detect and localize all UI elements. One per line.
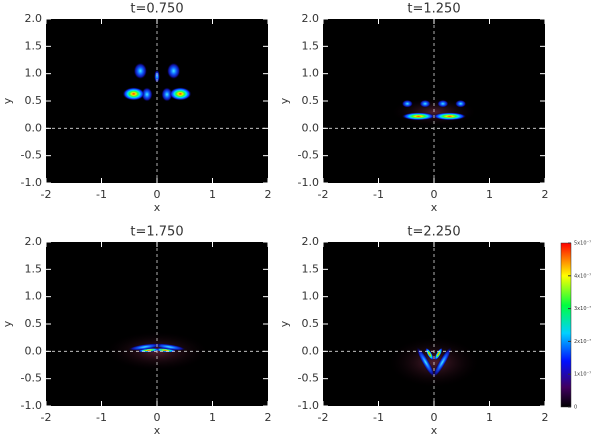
x-tick-label: -1 <box>96 411 107 424</box>
x-axis-label: x <box>154 424 161 437</box>
y-tick-label: 1.0 <box>302 290 320 303</box>
intensity-blob <box>419 99 431 108</box>
y-tick-label: 0.0 <box>25 121 43 134</box>
intensity-blob <box>432 112 467 121</box>
x-tick-label: -1 <box>96 188 107 201</box>
colorbar-tick-label: 1x10⁻⁷ <box>574 372 591 378</box>
panel-title: t=0.750 <box>130 2 183 17</box>
plot-area <box>46 19 268 183</box>
y-tick-label: 1.0 <box>25 67 43 80</box>
intensity-blob <box>122 87 145 101</box>
intensity-blob <box>437 99 449 108</box>
y-tick-label: -1.0 <box>298 176 319 189</box>
y-tick-label: 1.0 <box>302 67 320 80</box>
y-tick-label: 0.0 <box>25 344 43 357</box>
y-tick-label: 2.0 <box>25 12 43 25</box>
panel: -2 -1 0 1 2 -1.0 -0.5 0.0 0.5 1.0 1.5 2.0 t=2.250 x y <box>278 225 549 438</box>
y-axis-label: y <box>278 320 291 327</box>
y-axis-label: y <box>1 97 14 104</box>
x-tick-label: 0 <box>154 188 161 201</box>
y-tick-label: 1.5 <box>302 39 320 52</box>
heatmap <box>392 98 476 126</box>
intensity-blob <box>169 87 192 101</box>
y-tick-label: 2.0 <box>25 235 43 248</box>
y-tick-label: 1.0 <box>25 290 43 303</box>
x-tick-label: -2 <box>318 411 329 424</box>
y-tick-label: -1.0 <box>298 399 319 412</box>
x-tick-label: 2 <box>265 188 272 201</box>
y-axis-label: y <box>278 97 291 104</box>
x-tick-label: -1 <box>373 411 384 424</box>
panel-title: t=1.750 <box>130 225 183 240</box>
y-tick-label: 0.5 <box>25 317 43 330</box>
y-tick-label: 2.0 <box>302 235 320 248</box>
colorbar <box>560 242 572 408</box>
colorbar-tick-label: 0 <box>574 405 577 411</box>
y-tick-label: 0.0 <box>302 344 320 357</box>
x-axis-label: x <box>431 201 438 214</box>
x-tick-label: 1 <box>209 411 216 424</box>
x-tick-label: -2 <box>318 188 329 201</box>
y-tick-label: 1.5 <box>25 262 43 275</box>
y-tick-label: -0.5 <box>21 372 42 385</box>
x-tick-label: 2 <box>265 411 272 424</box>
colorbar-tick-label: 4x10⁻⁷ <box>574 273 591 279</box>
y-tick-label: 1.5 <box>25 39 43 52</box>
intensity-blob <box>433 347 452 378</box>
intensity-blob <box>133 62 148 80</box>
intensity-blob <box>128 343 162 351</box>
colorbar-tick-label: 3x10⁻⁷ <box>574 306 591 312</box>
intensity-blob <box>161 87 173 102</box>
x-tick-label: 2 <box>542 188 549 201</box>
panel: -2 -1 0 1 2 -1.0 -0.5 0.0 0.5 1.0 1.5 2.0 t=1.750 x y <box>1 225 272 438</box>
y-tick-label: 1.5 <box>302 262 320 275</box>
y-tick-label: 0.5 <box>25 94 43 107</box>
x-tick-label: -1 <box>373 188 384 201</box>
colorbar-tick-label: 2x10⁻⁷ <box>574 339 591 345</box>
intensity-blob <box>416 347 435 378</box>
intensity-blob <box>166 62 181 80</box>
x-tick-label: 0 <box>431 188 438 201</box>
y-tick-label: -1.0 <box>21 176 42 189</box>
y-tick-label: 0.0 <box>302 121 320 134</box>
x-tick-label: -2 <box>41 188 52 201</box>
panel-title: t=2.250 <box>407 225 460 240</box>
x-axis-label: x <box>431 424 438 437</box>
y-axis-label: y <box>1 320 14 327</box>
y-tick-label: -1.0 <box>21 399 42 412</box>
x-tick-label: 1 <box>486 411 493 424</box>
y-tick-label: -0.5 <box>21 149 42 162</box>
y-tick-label: -0.5 <box>298 372 319 385</box>
y-tick-label: 2.0 <box>302 12 320 25</box>
panel: -2 -1 0 1 2 -1.0 -0.5 0.0 0.5 1.0 1.5 2.0 t=1.250 x y <box>278 2 549 215</box>
x-axis-label: x <box>154 201 161 214</box>
x-tick-label: 2 <box>542 411 549 424</box>
panel: -2 -1 0 1 2 -1.0 -0.5 0.0 0.5 1.0 1.5 2.0 t=0.750 x y <box>1 2 272 215</box>
y-tick-label: 0.5 <box>302 317 320 330</box>
intensity-blob <box>154 69 160 83</box>
intensity-blob <box>455 99 467 108</box>
heatmap <box>122 62 192 102</box>
x-tick-label: 1 <box>209 188 216 201</box>
x-tick-label: 0 <box>154 411 161 424</box>
intensity-blob <box>141 87 153 102</box>
y-tick-label: -0.5 <box>298 149 319 162</box>
intensity-blob <box>434 347 443 361</box>
plot-area <box>46 242 268 406</box>
intensity-blob <box>401 112 436 121</box>
x-tick-label: 0 <box>431 411 438 424</box>
panel-title: t=1.250 <box>407 2 460 17</box>
x-tick-label: -2 <box>41 411 52 424</box>
y-tick-label: 0.5 <box>302 94 320 107</box>
x-tick-label: 1 <box>486 188 493 201</box>
intensity-blob <box>401 99 413 108</box>
colorbar-tick-label: 5x10⁻⁷ <box>574 241 591 247</box>
